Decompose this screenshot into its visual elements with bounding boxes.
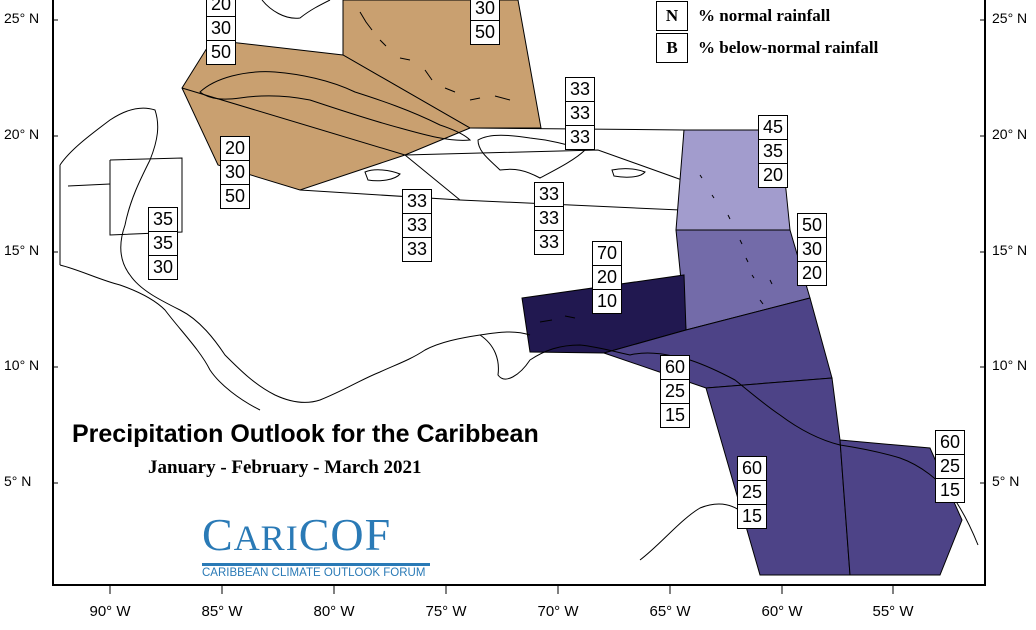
lat-label-20-right: 20° N bbox=[992, 126, 1028, 142]
prob-value: 15 bbox=[737, 504, 767, 529]
prob-value: 30 bbox=[206, 16, 236, 41]
prob-box-cuba-south: 20 30 50 bbox=[220, 136, 250, 209]
region-suriname bbox=[839, 439, 963, 576]
prob-value: 30 bbox=[220, 160, 250, 185]
legend-row-normal: N % normal rainfall bbox=[656, 0, 878, 32]
prob-value: 33 bbox=[402, 213, 432, 238]
prob-value: 35 bbox=[758, 139, 788, 164]
lon-label-75: 75° W bbox=[425, 603, 467, 620]
prob-value: 70 bbox=[592, 241, 622, 266]
prob-value: 33 bbox=[534, 182, 564, 207]
lat-label-20: 20° N bbox=[4, 126, 40, 142]
lat-label-25: 25° N bbox=[4, 10, 40, 26]
prob-box-bahamas: 30 50 bbox=[470, 0, 500, 45]
prob-value: 10 bbox=[592, 289, 622, 314]
lon-label-80: 80° W bbox=[313, 603, 355, 620]
prob-value: 25 bbox=[660, 379, 690, 404]
prob-value: 60 bbox=[660, 355, 690, 380]
prob-value: 30 bbox=[797, 237, 827, 262]
prob-value: 25 bbox=[935, 454, 965, 479]
prob-value: 35 bbox=[148, 207, 178, 232]
prob-box-suriname: 60 25 15 bbox=[935, 430, 965, 503]
legend: N % normal rainfall B % below-normal rai… bbox=[656, 0, 878, 64]
prob-value: 30 bbox=[470, 0, 500, 21]
map-title: Precipitation Outlook for the Caribbean bbox=[72, 420, 539, 448]
lon-label-90: 90° W bbox=[89, 603, 131, 620]
prob-value: 20 bbox=[220, 136, 250, 161]
legend-key-b: B bbox=[656, 33, 688, 63]
prob-value: 50 bbox=[797, 213, 827, 238]
prob-box-windward: 50 30 20 bbox=[797, 213, 827, 286]
lon-label-70: 70° W bbox=[537, 603, 579, 620]
legend-row-below: B % below-normal rainfall bbox=[656, 32, 878, 64]
legend-key-n: N bbox=[656, 1, 688, 31]
prob-value: 45 bbox=[758, 115, 788, 140]
lon-label-55: 55° W bbox=[872, 603, 914, 620]
prob-value: 20 bbox=[592, 265, 622, 290]
prob-value: 33 bbox=[402, 237, 432, 262]
prob-box-hispaniola: 33 33 33 bbox=[565, 77, 595, 150]
logo-wordmark: CARICOF bbox=[202, 512, 430, 561]
lat-label-5-right: 5° N bbox=[992, 473, 1020, 489]
lat-label-10-right: 10° N bbox=[992, 357, 1028, 373]
prob-value: 25 bbox=[737, 480, 767, 505]
prob-box-leeward: 45 35 20 bbox=[758, 115, 788, 188]
prob-value: 33 bbox=[565, 101, 595, 126]
prob-box-cuba-top: 20 30 50 bbox=[206, 0, 236, 65]
prob-value: 33 bbox=[565, 125, 595, 150]
prob-value: 33 bbox=[534, 230, 564, 255]
lat-label-25-right: 25° N bbox=[992, 10, 1028, 26]
lon-label-60: 60° W bbox=[761, 603, 803, 620]
prob-value: 15 bbox=[935, 478, 965, 503]
prob-box-abc: 70 20 10 bbox=[592, 241, 622, 314]
caricof-logo: CARICOF CARIBBEAN CLIMATE OUTLOOK FORUM bbox=[202, 512, 430, 579]
prob-value: 15 bbox=[660, 403, 690, 428]
prob-box-hispaniola-south: 33 33 33 bbox=[534, 182, 564, 255]
lon-label-85: 85° W bbox=[201, 603, 243, 620]
map-subtitle: January - February - March 2021 bbox=[148, 457, 422, 478]
lat-label-5: 5° N bbox=[4, 473, 32, 489]
prob-value: 35 bbox=[148, 231, 178, 256]
prob-value: 20 bbox=[797, 261, 827, 286]
legend-text-normal: % normal rainfall bbox=[698, 6, 831, 25]
legend-text-below: % below-normal rainfall bbox=[698, 38, 879, 57]
prob-value: 20 bbox=[758, 163, 788, 188]
prob-value: 60 bbox=[737, 456, 767, 481]
prob-box-belize: 35 35 30 bbox=[148, 207, 178, 280]
map-frame bbox=[52, 0, 986, 586]
prob-value: 33 bbox=[534, 206, 564, 231]
prob-value: 33 bbox=[565, 77, 595, 102]
lat-label-10: 10° N bbox=[4, 357, 40, 373]
lat-label-15-right: 15° N bbox=[992, 242, 1028, 258]
logo-mid: ARI bbox=[233, 518, 299, 558]
prob-value: 33 bbox=[402, 189, 432, 214]
logo-cap: C bbox=[202, 509, 234, 560]
logo-rule bbox=[202, 563, 430, 566]
lat-label-15: 15° N bbox=[4, 242, 40, 258]
prob-value: 50 bbox=[220, 184, 250, 209]
logo-tagline: CARIBBEAN CLIMATE OUTLOOK FORUM bbox=[202, 567, 426, 579]
lon-label-65: 65° W bbox=[649, 603, 691, 620]
prob-value: 50 bbox=[206, 40, 236, 65]
prob-value: 30 bbox=[148, 255, 178, 280]
prob-value: 20 bbox=[206, 0, 236, 17]
prob-value: 50 bbox=[470, 20, 500, 45]
prob-box-trinidad: 60 25 15 bbox=[660, 355, 690, 428]
prob-value: 60 bbox=[935, 430, 965, 455]
coastlines bbox=[59, 0, 979, 561]
logo-tail: COF bbox=[298, 509, 392, 560]
prob-box-guyana: 60 25 15 bbox=[737, 456, 767, 529]
prob-box-jamaica: 33 33 33 bbox=[402, 189, 432, 262]
